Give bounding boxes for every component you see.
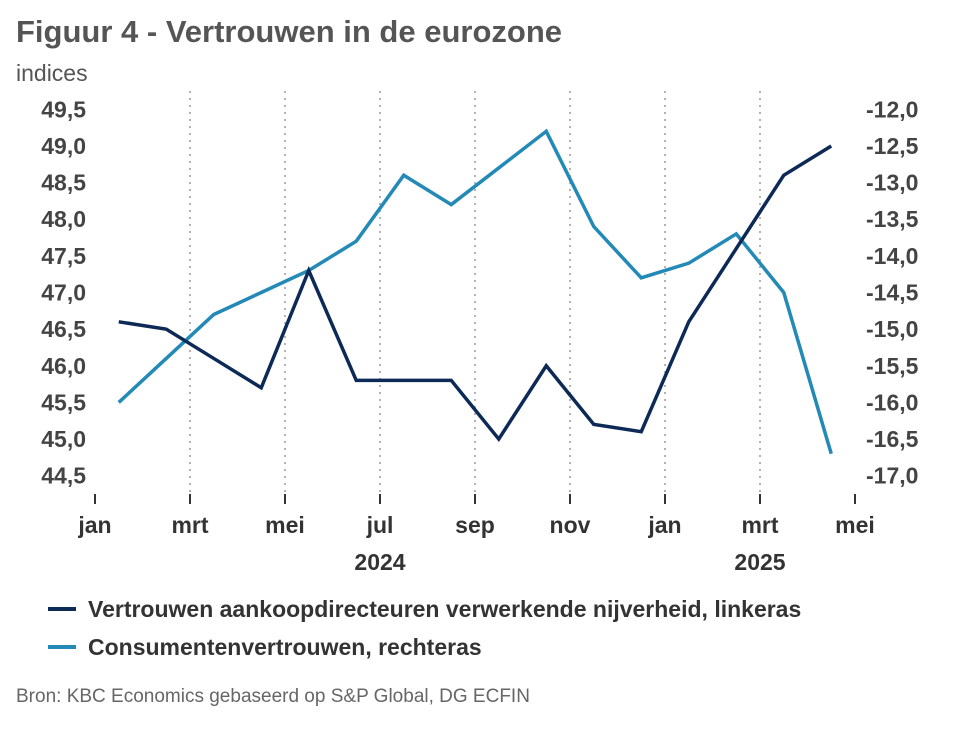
left-tick-label: 47,5	[41, 243, 86, 269]
legend-swatch-consumer	[48, 645, 76, 649]
right-tick-label: -14,0	[866, 243, 918, 269]
right-tick-label: -13,0	[866, 170, 918, 196]
left-tick-label: 49,0	[41, 133, 86, 159]
x-tick-label: mei	[835, 512, 875, 538]
right-tick-label: -13,5	[866, 206, 919, 232]
line-chart: jan mrt mei jul sep nov jan mrt mei 2024 2025 44,5 4…	[41, 91, 919, 575]
x-tick-label: jan	[77, 512, 111, 538]
right-tick-label: -16,0	[866, 389, 918, 415]
left-tick-label: 47,0	[41, 280, 86, 306]
chart-subtitle: indices	[16, 60, 88, 86]
left-tick-label: 46,0	[41, 353, 86, 379]
x-tick-label: jan	[647, 512, 681, 538]
left-tick-label: 49,5	[41, 96, 86, 122]
legend-swatch-pmi	[48, 607, 76, 611]
legend-label-pmi: Vertrouwen aankoopdirecteuren verwerkend…	[88, 595, 802, 622]
legend-item-pmi: Vertrouwen aankoopdirecteuren verwerkend…	[48, 590, 801, 628]
legend-item-consumer: Consumentenvertrouwen, rechteras	[48, 628, 801, 666]
right-tick-label: -14,5	[866, 280, 919, 306]
left-tick-label: 46,5	[41, 316, 86, 342]
left-tick-label: 44,5	[41, 463, 86, 489]
legend: Vertrouwen aankoopdirecteuren verwerkend…	[48, 590, 801, 666]
left-tick-label: 45,0	[41, 426, 86, 452]
right-tick-label: -12,5	[866, 133, 919, 159]
year-label: 2025	[734, 549, 785, 575]
left-tick-label: 45,5	[41, 389, 86, 415]
right-tick-label: -12,0	[866, 96, 918, 122]
left-tick-label: 48,5	[41, 170, 86, 196]
left-tick-label: 48,0	[41, 206, 86, 232]
source-note: Bron: KBC Economics gebaseerd op S&P Glo…	[16, 686, 530, 707]
x-tick-label: mrt	[741, 512, 778, 538]
x-tick-label: nov	[550, 512, 591, 538]
x-tick-label: mrt	[171, 512, 208, 538]
right-tick-label: -17,0	[866, 463, 918, 489]
series-line-pmi	[118, 144, 833, 443]
series-line-consumer	[117, 128, 833, 455]
x-tick-label: mei	[265, 512, 305, 538]
legend-label-consumer: Consumentenvertrouwen, rechteras	[88, 633, 482, 660]
right-tick-label: -16,5	[866, 426, 919, 452]
x-tick-label: jul	[366, 512, 394, 538]
x-tick-label: sep	[455, 512, 495, 538]
right-tick-label: -15,5	[866, 353, 919, 379]
chart-title: Figuur 4 - Vertrouwen in de eurozone	[16, 14, 562, 49]
right-tick-label: -15,0	[866, 316, 918, 342]
year-label: 2024	[354, 549, 405, 575]
